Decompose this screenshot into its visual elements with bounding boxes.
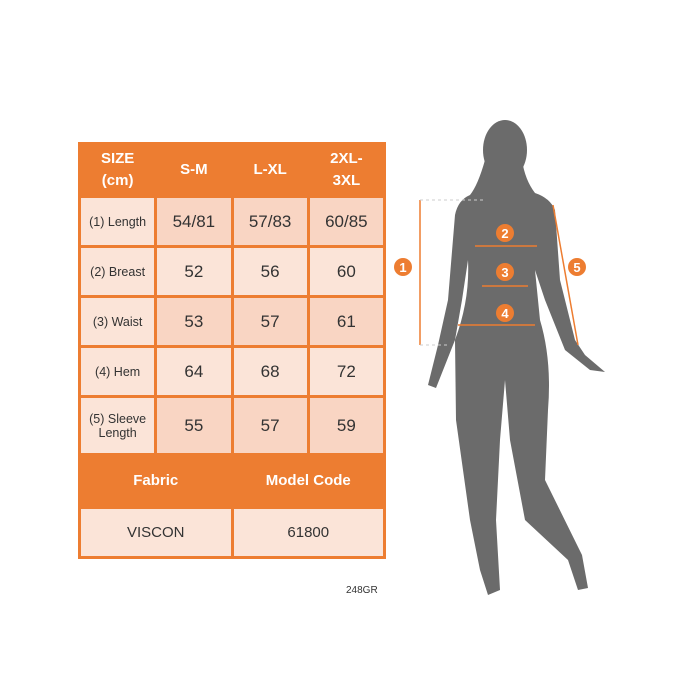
row-label: (4) Hem — [77, 345, 158, 398]
table-row: (3) Waist 53 57 61 — [77, 295, 387, 348]
header-fabric: Fabric — [78, 453, 234, 509]
row-label: (1) Length — [77, 195, 158, 248]
cell: 68 — [230, 345, 310, 398]
cell: 52 — [154, 245, 234, 298]
cell: 57 — [230, 295, 310, 348]
cell: 55 — [154, 395, 234, 456]
model-code-value: 61800 — [230, 506, 386, 559]
header-2xl-3xl: 2XL-3XL — [306, 142, 387, 198]
product-code: 248GR — [346, 585, 378, 596]
cell: 64 — [154, 345, 234, 398]
cell: 57 — [230, 395, 310, 456]
header-size: SIZE (cm) — [77, 142, 158, 198]
marker-3: 3 — [501, 265, 508, 280]
cell: 60/85 — [306, 195, 387, 248]
row-label: (5) Sleeve Length — [77, 395, 158, 456]
table-row: VISCON 61800 — [78, 506, 386, 559]
marker-4: 4 — [501, 306, 509, 321]
cell: 59 — [306, 395, 387, 456]
cell: 54/81 — [154, 195, 234, 248]
cell: 72 — [306, 345, 387, 398]
table-row: (4) Hem 64 68 72 — [77, 345, 387, 398]
silhouette — [428, 120, 605, 595]
header-size-label: SIZE (cm) — [100, 150, 135, 189]
table-row: (5) Sleeve Length 55 57 59 — [77, 395, 387, 456]
cell: 56 — [230, 245, 310, 298]
fabric-value: VISCON — [78, 506, 234, 559]
table-row: (1) Length 54/81 57/83 60/85 — [77, 195, 387, 248]
cell: 53 — [154, 295, 234, 348]
header-s-m: S-M — [154, 142, 234, 198]
size-chart-table: SIZE (cm) S-M L-XL 2XL-3XL (1) Length 54… — [77, 142, 387, 559]
cell: 61 — [306, 295, 387, 348]
table-row: (2) Breast 52 56 60 — [77, 245, 387, 298]
measurement-lines — [419, 199, 579, 346]
marker-2: 2 — [501, 226, 508, 241]
cell: 57/83 — [230, 195, 310, 248]
measurement-markers — [394, 224, 586, 322]
header-2xl-3xl-label: 2XL-3XL — [330, 150, 363, 189]
row-label: (2) Breast — [77, 245, 158, 298]
cell: 60 — [306, 245, 387, 298]
header-l-xl: L-XL — [230, 142, 310, 198]
row-label: (3) Waist — [77, 295, 158, 348]
marker-1: 1 — [399, 260, 406, 275]
header-model-code: Model Code — [230, 453, 386, 509]
marker-5: 5 — [573, 260, 580, 275]
